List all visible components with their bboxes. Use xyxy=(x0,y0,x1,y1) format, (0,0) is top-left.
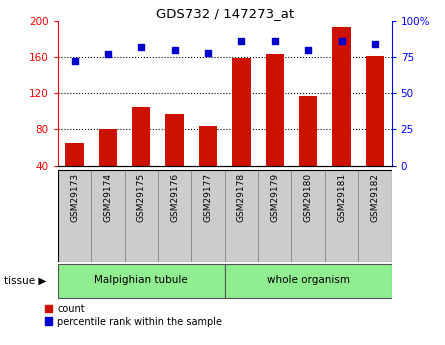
Bar xyxy=(291,170,325,262)
Point xyxy=(271,38,279,44)
Bar xyxy=(191,170,225,262)
Text: whole organism: whole organism xyxy=(267,275,350,285)
Text: GSM29175: GSM29175 xyxy=(137,173,146,223)
Bar xyxy=(99,129,117,166)
Bar xyxy=(125,170,158,262)
Point xyxy=(338,38,345,44)
Text: GSM29177: GSM29177 xyxy=(203,173,213,223)
Bar xyxy=(332,27,351,166)
Bar xyxy=(258,170,291,262)
Bar xyxy=(225,264,392,298)
Point xyxy=(138,44,145,50)
Text: tissue ▶: tissue ▶ xyxy=(4,276,47,286)
Bar xyxy=(158,170,191,262)
Bar xyxy=(325,170,358,262)
Text: GSM29173: GSM29173 xyxy=(70,173,79,223)
Bar xyxy=(366,56,384,166)
Text: GSM29181: GSM29181 xyxy=(337,173,346,223)
Point xyxy=(105,51,112,57)
Text: GSM29179: GSM29179 xyxy=(270,173,279,223)
Bar xyxy=(58,264,225,298)
Bar xyxy=(199,126,217,166)
Text: GSM29178: GSM29178 xyxy=(237,173,246,223)
Legend: count, percentile rank within the sample: count, percentile rank within the sample xyxy=(44,304,222,326)
Text: GSM29182: GSM29182 xyxy=(370,173,380,222)
Bar xyxy=(358,170,392,262)
Point xyxy=(205,50,212,55)
Text: GSM29176: GSM29176 xyxy=(170,173,179,223)
Text: GSM29180: GSM29180 xyxy=(303,173,313,223)
Bar xyxy=(266,54,284,166)
Bar xyxy=(225,170,258,262)
Point xyxy=(71,59,78,64)
Bar xyxy=(299,96,317,166)
Bar xyxy=(166,114,184,166)
Text: Malpighian tubule: Malpighian tubule xyxy=(94,275,188,285)
Bar xyxy=(232,58,251,166)
Bar xyxy=(132,107,150,166)
Point xyxy=(305,47,312,52)
Point xyxy=(238,38,245,44)
Point xyxy=(171,47,178,52)
Title: GDS732 / 147273_at: GDS732 / 147273_at xyxy=(156,7,294,20)
Bar xyxy=(91,170,125,262)
Text: GSM29174: GSM29174 xyxy=(103,173,113,222)
Bar xyxy=(65,143,84,166)
Point xyxy=(372,41,379,47)
Bar xyxy=(58,170,91,262)
